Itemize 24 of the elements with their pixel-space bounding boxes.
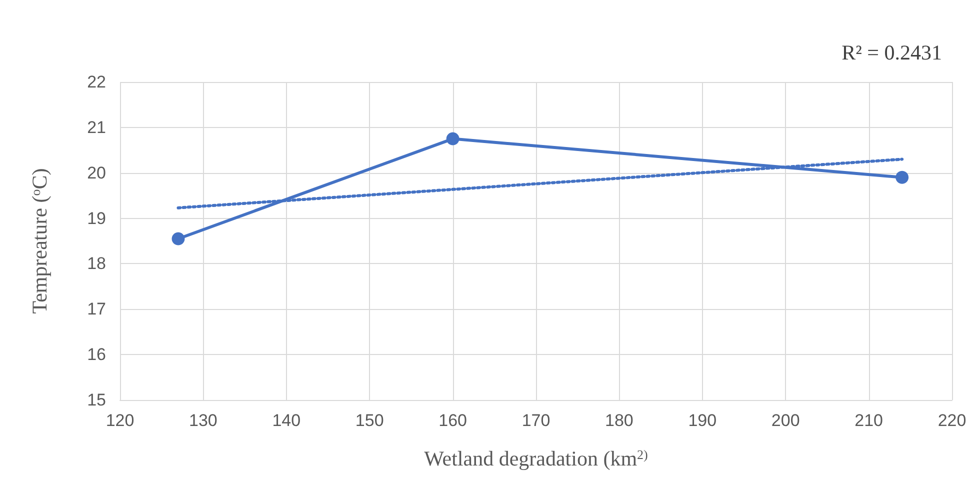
point (896, 170, 909, 184)
x-tick-label: 120 (106, 411, 134, 430)
y-tick-label: 17 (87, 300, 106, 319)
x-tick-label: 140 (272, 411, 301, 430)
x-tick-label: 200 (771, 411, 800, 430)
x-tick-label: 150 (355, 411, 384, 430)
y-tick-label: 19 (87, 208, 106, 228)
y-tick-label: 22 (87, 72, 106, 92)
x-tick-label: 160 (438, 411, 467, 430)
y-tick-label: 16 (87, 345, 106, 364)
y-tick-label: 18 (87, 254, 106, 274)
text: R² = 0.2431 (842, 40, 942, 64)
x-tick-label: 170 (522, 411, 550, 430)
point (446, 132, 460, 146)
x-tick-label: 220 (938, 411, 966, 430)
y-tick-label: 21 (87, 118, 106, 137)
y-tick-label: 15 (87, 390, 106, 410)
x-tick-label: 210 (854, 411, 883, 430)
y-tick-label: 20 (87, 163, 106, 182)
x-tick-label: 180 (605, 411, 634, 430)
x-tick-label: 130 (189, 411, 218, 430)
y-axis-title: Tempreature (oC) (28, 168, 52, 314)
x-tick-label: 190 (688, 411, 717, 430)
point (172, 232, 185, 246)
